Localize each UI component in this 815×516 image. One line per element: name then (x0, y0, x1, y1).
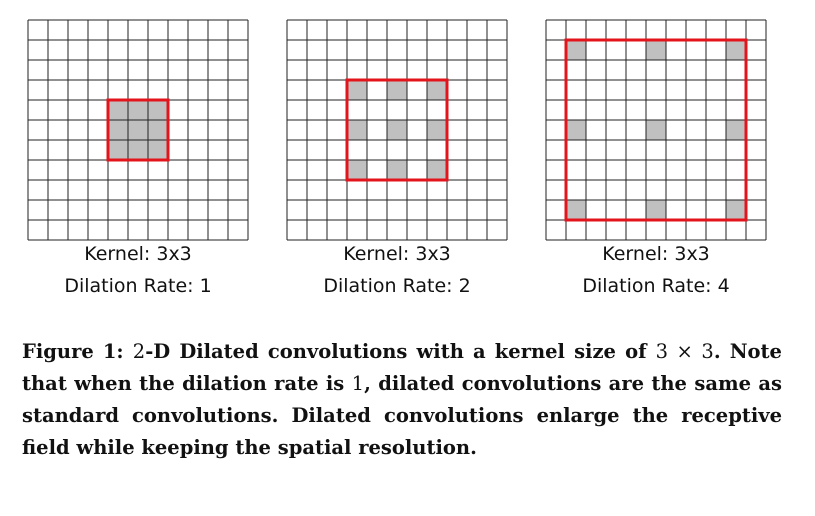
sampled-cell (726, 120, 746, 140)
kernel-label: Kernel: 3x3 (84, 243, 192, 265)
sampled-cell (387, 120, 407, 140)
sampled-cell (347, 120, 367, 140)
sampled-cell (148, 140, 168, 160)
panel-label-2: Kernel: 3x3 Dilation Rate: 2 (287, 238, 507, 302)
kernel-label: Kernel: 3x3 (602, 243, 710, 265)
panel-label-1: Kernel: 3x3 Dilation Rate: 1 (28, 238, 248, 302)
sampled-cell (387, 80, 407, 100)
receptive-field-box (564, 38, 748, 222)
sampled-cell (347, 80, 367, 100)
receptive-field-box (106, 98, 170, 162)
sampled-cell (646, 120, 666, 140)
caption-dimension: 2 (132, 340, 146, 363)
sampled-cell (566, 120, 586, 140)
sampled-cell (108, 120, 128, 140)
sampled-cell (128, 140, 148, 160)
sampled-cell (108, 140, 128, 160)
sampled-cell (128, 100, 148, 120)
figure-caption: Figure 1: 2-D Dilated convolutions with … (22, 340, 782, 459)
sampled-cell (387, 160, 407, 180)
sampled-cell (128, 120, 148, 140)
caption-kernel-size: 3 × 3 (655, 340, 714, 363)
sampled-cell (347, 160, 367, 180)
panel-dilation-2 (286, 19, 508, 241)
sampled-cell (726, 200, 746, 220)
dilation-rate-label: Dilation Rate: 4 (582, 275, 730, 297)
sampled-cell (427, 80, 447, 100)
sampled-cell (646, 40, 666, 60)
receptive-field-box (345, 78, 449, 182)
dilated-convolution-figure (27, 19, 767, 241)
sampled-cell (427, 120, 447, 140)
sampled-cell (427, 160, 447, 180)
sampled-cell (108, 100, 128, 120)
sampled-cell (566, 200, 586, 220)
panel-label-3: Kernel: 3x3 Dilation Rate: 4 (546, 238, 766, 302)
panel-dilation-4 (545, 19, 767, 241)
dilation-rate-label: Dilation Rate: 2 (323, 275, 471, 297)
sampled-cell (646, 200, 666, 220)
sampled-cell (148, 120, 168, 140)
kernel-label: Kernel: 3x3 (343, 243, 451, 265)
panel-dilation-1 (27, 19, 249, 241)
sampled-cell (726, 40, 746, 60)
figure-label: Figure 1: (22, 340, 124, 363)
sampled-cell (566, 40, 586, 60)
caption-rate: 1 (351, 372, 365, 395)
sampled-cell (148, 100, 168, 120)
dilation-rate-label: Dilation Rate: 1 (64, 275, 212, 297)
